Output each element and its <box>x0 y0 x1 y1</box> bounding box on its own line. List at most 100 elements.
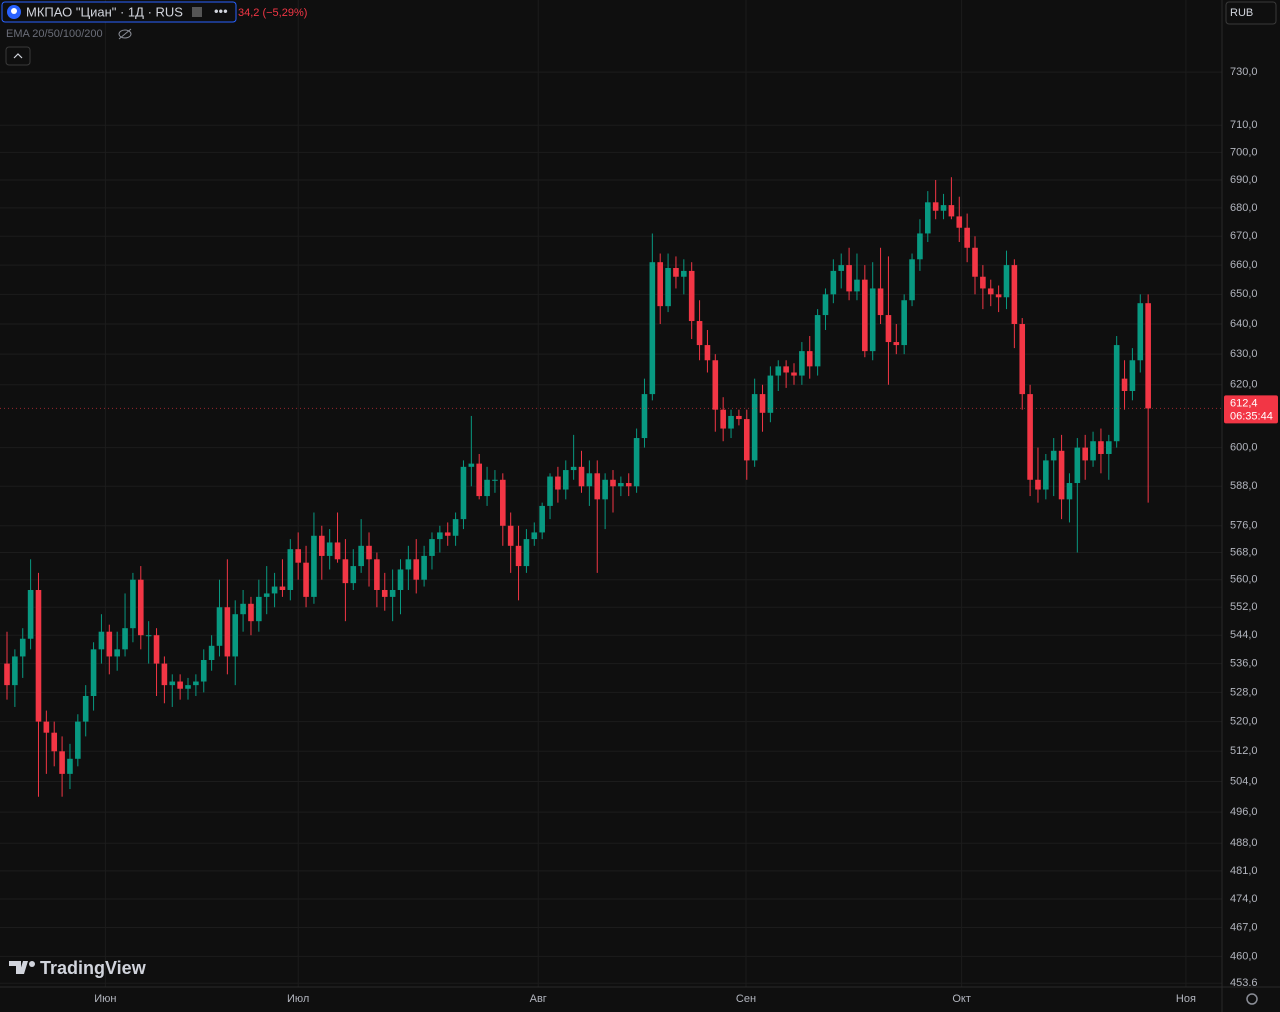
candle-body <box>893 342 900 346</box>
candle-body <box>539 505 545 533</box>
price-change: 34,2 (−5,29%) <box>238 7 307 19</box>
candle-body <box>681 270 687 277</box>
candle-body <box>169 681 176 686</box>
candle-body <box>799 351 805 376</box>
x-tick-label: Авг <box>530 993 547 1005</box>
candle-body <box>562 470 569 490</box>
candle-body <box>1058 450 1065 500</box>
candle-body <box>940 205 947 211</box>
candle-body <box>759 394 766 413</box>
candle-body <box>901 300 907 346</box>
currency: RUB <box>1230 7 1253 19</box>
candle-body <box>295 549 301 563</box>
currency-button[interactable] <box>1225 1 1277 25</box>
y-tick-label: 710,0 <box>1230 119 1258 131</box>
candle-body <box>869 288 876 352</box>
candle-body <box>547 476 553 506</box>
candle-body <box>82 696 89 722</box>
candle-body <box>98 631 105 650</box>
candle-body <box>641 394 648 439</box>
candle-body <box>909 259 915 301</box>
candle-body <box>720 409 726 429</box>
candle-body <box>350 566 357 584</box>
candle-body <box>1113 345 1120 442</box>
candle-body <box>35 589 42 722</box>
tv-logo-dot <box>29 961 35 967</box>
tv-logo-text: TradingView <box>40 958 147 978</box>
candle-body <box>846 265 852 292</box>
candle-body <box>90 649 97 697</box>
candle-body <box>736 415 742 420</box>
candle-body <box>279 586 286 590</box>
candle-body <box>673 267 679 277</box>
y-tick-label: 552,0 <box>1230 601 1258 613</box>
candle-body <box>358 545 364 567</box>
candle-body <box>429 539 435 556</box>
candle-body <box>248 603 254 622</box>
symbol-box[interactable] <box>1 1 237 23</box>
candle-body <box>200 660 207 682</box>
candle-body <box>19 638 26 657</box>
candle-body <box>319 535 325 556</box>
last-price-label: 612,4 <box>1230 397 1258 409</box>
candle-body <box>822 294 829 316</box>
candle-body <box>1145 303 1151 409</box>
candle-body <box>130 579 136 629</box>
candle-body <box>326 542 333 556</box>
candle-body <box>75 721 81 759</box>
candle-body <box>751 394 758 461</box>
collapse-chevron <box>13 53 23 59</box>
candle-body <box>948 205 955 217</box>
candle-body <box>1106 441 1112 454</box>
axes: 730,0 710,0 700,0 690,0 680,0 670,0 660,0 650,0… <box>0 66 1278 1005</box>
candle-body <box>12 656 18 686</box>
candle-body <box>27 589 34 639</box>
candle-body <box>791 372 797 376</box>
y-tick-label: 660,0 <box>1230 259 1258 271</box>
candle-body <box>602 479 608 500</box>
y-tick-label: 528,0 <box>1230 686 1258 698</box>
candle-body <box>1066 483 1073 500</box>
candle-body <box>374 559 380 590</box>
candle-body <box>688 270 695 322</box>
candle-body <box>578 466 585 487</box>
collapse-button[interactable] <box>5 46 31 66</box>
candle-body <box>468 463 475 467</box>
candle-body <box>964 227 970 248</box>
y-tick-label: 650,0 <box>1230 288 1258 300</box>
candle-body <box>806 351 813 367</box>
candle-body <box>421 555 427 580</box>
settings-icon[interactable] <box>1246 993 1258 1005</box>
candle-body <box>59 751 65 774</box>
more-icon[interactable]: ••• <box>214 3 228 18</box>
y-tick-label: 460,0 <box>1230 950 1258 962</box>
candle-body <box>531 532 538 540</box>
y-tick-label: 690,0 <box>1230 174 1258 186</box>
candle-body <box>1121 378 1128 391</box>
candle-body <box>460 466 467 520</box>
candle-body <box>523 539 530 567</box>
y-tick-label: 640,0 <box>1230 318 1258 330</box>
hide-icon-slash <box>118 28 132 40</box>
candle-body <box>924 202 931 234</box>
candle-body <box>232 614 239 657</box>
hide-icon[interactable] <box>118 29 132 39</box>
candle-body <box>342 559 349 584</box>
flag-icon[interactable] <box>192 7 202 17</box>
candle-body <box>987 288 994 295</box>
candle-body <box>586 473 593 487</box>
candle-body <box>594 473 601 500</box>
candle-body <box>452 519 459 536</box>
candle-body <box>240 603 246 615</box>
countdown: 06:35:44 <box>1230 410 1273 422</box>
candle-body <box>1090 441 1096 461</box>
tv-logo-mark <box>9 961 28 974</box>
candle-body <box>492 479 498 481</box>
candle-body <box>67 758 73 774</box>
candle-body <box>256 596 262 622</box>
y-tick-label: 453.6 <box>1230 977 1258 989</box>
symbol-logo-dot <box>11 8 17 14</box>
y-tick-label: 474,0 <box>1230 893 1258 905</box>
candle-body <box>185 685 191 689</box>
